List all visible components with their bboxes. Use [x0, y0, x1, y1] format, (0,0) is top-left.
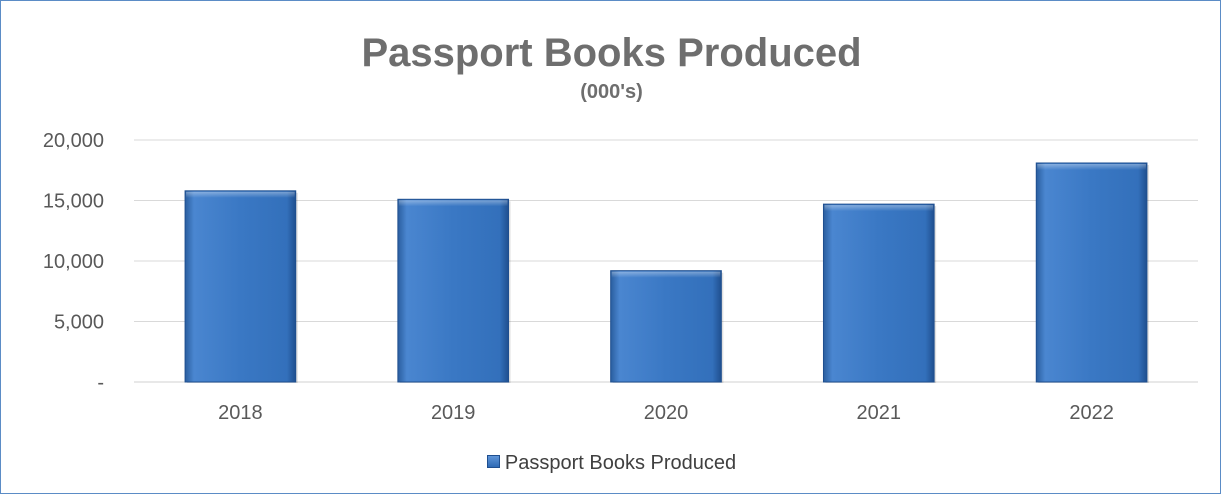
y-tick-label: 5,000: [54, 312, 104, 334]
legend-label: Passport Books Produced: [504, 452, 737, 474]
x-tick-label: 2019: [431, 402, 476, 424]
x-tick-label: 2022: [1069, 402, 1114, 424]
chart-subtitle: (000's): [580, 81, 643, 103]
bar-2020: [610, 270, 724, 383]
bar-highlight: [398, 200, 508, 207]
bar-highlight: [186, 191, 295, 198]
legend: Passport Books Produced: [1, 451, 1221, 475]
bars: [184, 162, 1149, 383]
bar: [1035, 162, 1148, 383]
bar: [184, 190, 297, 383]
bar: [610, 270, 722, 383]
y-tick-label: 15,000: [43, 191, 104, 213]
bar-2022: [1035, 162, 1149, 383]
y-tick-label: -: [97, 372, 104, 394]
bar-2018: [184, 190, 298, 383]
x-axis-ticks: 2018 2019 2020 2021 2022: [218, 402, 1114, 424]
x-tick-label: 2020: [644, 402, 689, 424]
x-tick-label: 2018: [218, 402, 263, 424]
bar-highlight: [1037, 163, 1146, 170]
bar-2019: [397, 198, 511, 383]
bar: [822, 203, 935, 383]
bar-2021: [822, 203, 937, 383]
y-tick-label: 10,000: [43, 251, 104, 273]
bar-highlight: [611, 271, 721, 278]
chart-title: Passport Books Produced: [361, 31, 862, 75]
y-axis-ticks: - 5,000 10,000 15,000 20,000: [43, 130, 104, 394]
bar-highlight: [824, 205, 934, 212]
legend-swatch: [486, 455, 500, 468]
x-tick-label: 2021: [857, 402, 902, 424]
y-tick-label: 20,000: [43, 130, 104, 152]
bar: [397, 198, 510, 383]
